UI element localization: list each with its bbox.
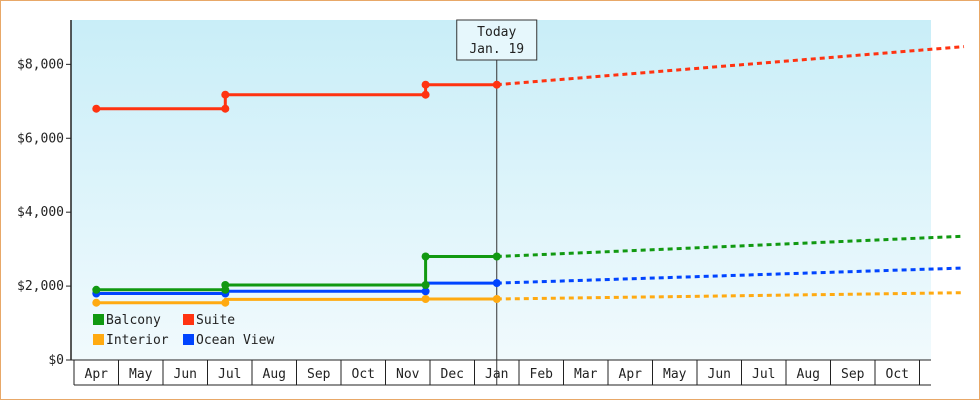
- data-point: [92, 285, 101, 294]
- x-month-label: Jun: [174, 367, 197, 382]
- data-point: [221, 104, 230, 113]
- data-point: [421, 252, 430, 261]
- data-point: [421, 287, 430, 296]
- x-month-label: Dec: [441, 367, 464, 382]
- data-point: [421, 295, 430, 303]
- series-line-ocean-view: [96, 281, 497, 295]
- y-tick-label: $2,000: [17, 279, 64, 294]
- series-interior: [92, 291, 965, 307]
- y-axis: $0 $2,000 $4,000 $6,000 $8,000: [17, 20, 72, 368]
- x-month-label: Feb: [530, 367, 554, 382]
- x-month-label: Jul: [218, 367, 241, 382]
- legend-swatch-suite: [183, 314, 194, 325]
- legend-swatch-balcony: [93, 314, 104, 325]
- x-month-label: Apr: [619, 367, 643, 382]
- series-line-balcony: [96, 255, 497, 292]
- x-axis: Apr May Jun Jul Aug Sep Oct Nov Dec Jan Feb Mar Apr M…: [71, 359, 931, 386]
- x-month-label: Mar: [574, 367, 598, 382]
- y-tick-label: $6,000: [17, 131, 64, 146]
- forecast-line-balcony: [496, 234, 965, 258]
- x-month-label: Aug: [797, 367, 820, 382]
- data-point: [492, 279, 501, 288]
- legend-label-suite: Suite: [196, 313, 235, 328]
- data-point: [221, 298, 230, 307]
- legend: Balcony Suite Interior Ocean View: [93, 313, 274, 348]
- x-month-label: Aug: [263, 367, 286, 382]
- series-line-interior: [96, 297, 497, 305]
- x-month-label: May: [129, 367, 153, 382]
- x-month-label: Apr: [85, 367, 109, 382]
- today-date: Jan. 19: [469, 42, 524, 57]
- today-marker: Today Jan. 19: [456, 19, 538, 385]
- today-label: Today: [477, 25, 516, 40]
- forecast-line-interior: [496, 291, 965, 301]
- legend-swatch-ocean-view: [183, 334, 194, 345]
- legend-label-interior: Interior: [106, 333, 169, 348]
- x-month-label: May: [663, 367, 687, 382]
- x-month-label: Jun: [708, 367, 731, 382]
- series-lines: [92, 45, 965, 307]
- data-point: [421, 80, 430, 89]
- data-point: [492, 80, 501, 89]
- data-point: [421, 281, 430, 289]
- legend-label-ocean-view: Ocean View: [196, 333, 274, 348]
- data-point: [421, 90, 430, 99]
- y-tick-label: $4,000: [17, 205, 64, 220]
- x-month-label: Sep: [307, 367, 331, 382]
- data-point: [221, 281, 230, 289]
- data-point: [92, 104, 101, 113]
- legend-label-balcony: Balcony: [106, 313, 161, 328]
- legend-swatch-interior: [93, 334, 104, 345]
- data-point: [492, 295, 501, 303]
- plot-area: [71, 20, 931, 360]
- x-month-label: Oct: [352, 367, 375, 382]
- x-month-label: Oct: [886, 367, 909, 382]
- series-suite: [92, 45, 965, 113]
- data-point: [492, 252, 501, 261]
- forecast-line-ocean-view: [496, 266, 965, 285]
- data-point: [92, 298, 101, 307]
- x-month-label: Sep: [841, 367, 865, 382]
- y-tick-label: $0: [48, 353, 64, 368]
- x-month-label: Jul: [752, 367, 775, 382]
- series-balcony: [92, 234, 965, 294]
- today-label-box: [456, 19, 538, 61]
- forecast-line-suite: [496, 45, 965, 87]
- series-line-suite: [96, 83, 497, 111]
- data-point: [221, 90, 230, 99]
- x-month-label: Nov: [396, 367, 420, 382]
- y-tick-label: $8,000: [17, 57, 64, 72]
